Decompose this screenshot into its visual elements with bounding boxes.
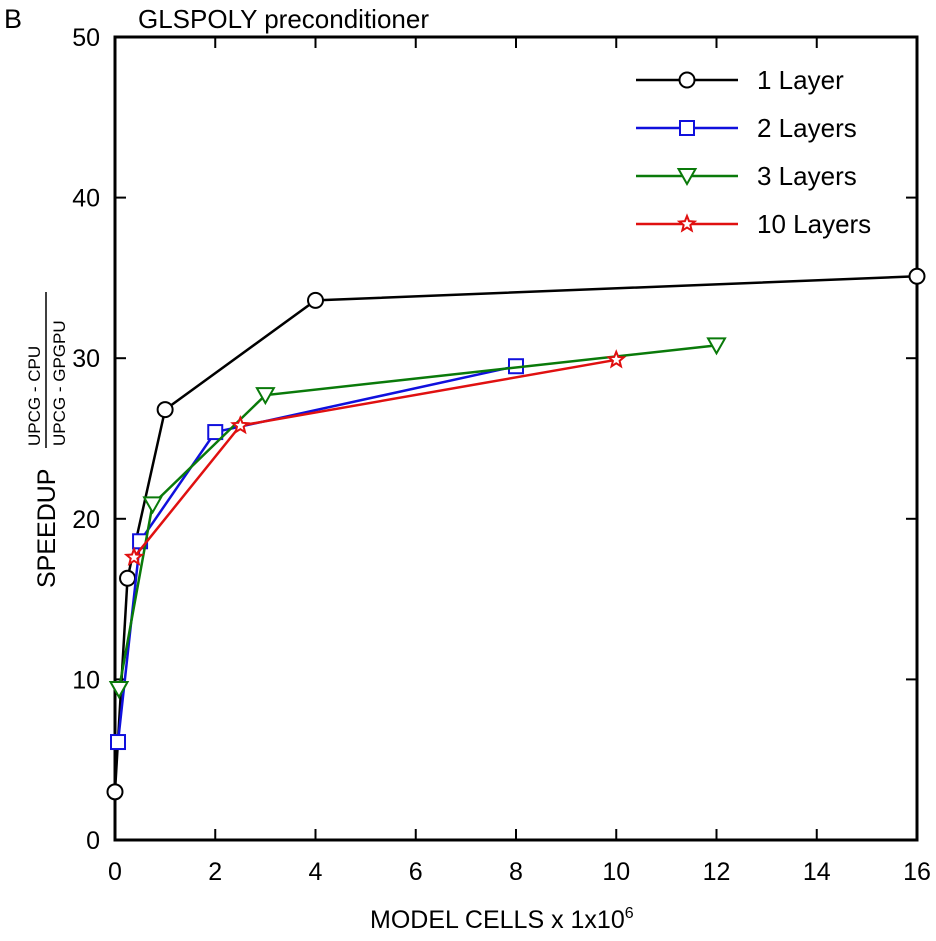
legend-label: 3 Layers xyxy=(757,161,857,191)
legend: 1 Layer 2 Layers 3 Layers 10 Layers xyxy=(636,65,871,239)
series-1-layer xyxy=(106,267,926,801)
series-10-layers xyxy=(123,349,627,567)
legend-label: 2 Layers xyxy=(757,113,857,143)
legend-label: 1 Layer xyxy=(757,65,844,95)
data-point xyxy=(110,734,127,751)
x-tick-label: 10 xyxy=(602,858,630,886)
data-point xyxy=(156,401,174,419)
series-3-layers xyxy=(108,337,727,700)
y-axis-label-numerator: UPCG - CPU xyxy=(25,346,44,446)
x-tick-label: 6 xyxy=(409,858,423,886)
svg-text:MODEL CELLS x 1x106: MODEL CELLS x 1x106 xyxy=(370,905,634,934)
series-line xyxy=(133,358,617,559)
legend-label: 10 Layers xyxy=(757,209,871,239)
legend-item-10-layers: 10 Layers xyxy=(636,209,871,239)
y-tick-label: 0 xyxy=(86,827,100,855)
x-tick-label: 0 xyxy=(108,858,122,886)
y-tick-label: 40 xyxy=(72,185,100,213)
y-axis-label-denominator: UPCG - GPGPU xyxy=(50,320,69,446)
plot-frame xyxy=(113,35,919,842)
legend-marker xyxy=(679,120,695,136)
legend-marker xyxy=(676,213,698,233)
data-point xyxy=(255,387,276,406)
y-tick-label: 50 xyxy=(72,24,100,52)
data-point xyxy=(123,546,145,567)
series-layer xyxy=(106,267,926,801)
legend-marker xyxy=(676,168,698,187)
legend-item-2-layers: 2 Layers xyxy=(636,113,857,143)
chart-title: GLSPOLY preconditioner xyxy=(138,4,429,34)
x-axis-label-superscript: 6 xyxy=(625,905,634,922)
series-2-layers xyxy=(110,358,524,751)
y-axis-label-main: SPEEDUP xyxy=(33,469,61,588)
data-point xyxy=(207,424,224,441)
x-tick-label: 12 xyxy=(703,858,731,886)
data-point xyxy=(307,291,324,309)
x-tick-label: 8 xyxy=(509,858,523,886)
x-axis-label-main: MODEL CELLS x 1x10 xyxy=(370,906,625,934)
data-point xyxy=(606,349,627,369)
series-line xyxy=(116,365,517,743)
legend-marker xyxy=(678,71,696,89)
x-tick-label: 4 xyxy=(309,858,323,886)
x-tick-label: 2 xyxy=(208,858,222,886)
x-tick-label: 14 xyxy=(803,858,831,886)
y-tick-label: 20 xyxy=(72,506,100,534)
y-axis-label: SPEEDUP UPCG - CPU UPCG - GPGPU xyxy=(25,292,69,588)
data-point xyxy=(119,569,137,587)
x-axis-label: MODEL CELLS x 1x106 xyxy=(370,905,634,934)
legend-item-1-layer: 1 Layer xyxy=(636,65,844,95)
data-point xyxy=(230,414,251,435)
data-point xyxy=(108,681,130,700)
y-tick-label: 10 xyxy=(72,666,100,694)
data-point xyxy=(706,337,727,356)
x-tick-label: 16 xyxy=(903,858,931,886)
data-point xyxy=(908,267,926,285)
axis-ticks: 0 2 4 6 8 10 12 14 16 0 10 20 30 40 50 xyxy=(72,24,931,886)
y-tick-label: 30 xyxy=(72,345,100,373)
panel-label: B xyxy=(4,4,22,34)
data-point xyxy=(106,783,124,801)
series-line xyxy=(113,275,918,792)
legend-item-3-layers: 3 Layers xyxy=(636,161,857,191)
series-line xyxy=(117,344,717,690)
data-point xyxy=(142,496,163,515)
